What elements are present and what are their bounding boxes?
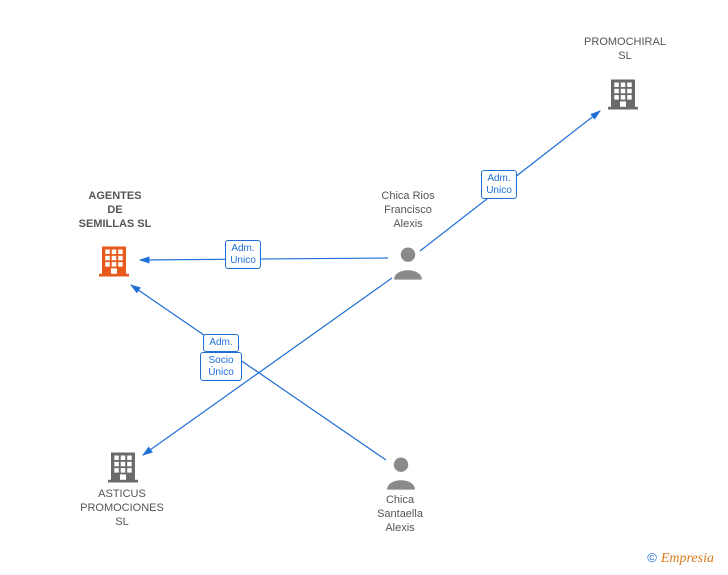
node-label: Chica Rios Francisco Alexis — [353, 190, 463, 231]
company-node[interactable] — [96, 242, 132, 278]
building-icon — [605, 75, 641, 111]
person-icon — [384, 455, 418, 491]
edge-line — [143, 278, 392, 455]
node-label: AGENTES DE SEMILLAS SL — [45, 190, 185, 231]
edge-label: Socio Único — [200, 352, 242, 381]
building-icon — [105, 448, 141, 484]
person-node[interactable] — [391, 245, 425, 281]
edge-line — [131, 285, 386, 460]
edge-label: Adm. — [203, 334, 239, 352]
node-label: PROMOCHIRAL SL — [560, 36, 690, 64]
person-icon — [391, 245, 425, 281]
building-icon — [96, 242, 132, 278]
watermark-brand: Empresia — [661, 551, 714, 566]
company-node[interactable] — [105, 448, 141, 484]
watermark: © Empresia — [647, 550, 714, 567]
node-label: ASTICUS PROMOCIONES SL — [62, 488, 182, 529]
company-node[interactable] — [605, 75, 641, 111]
node-label: Chica Santaella Alexis — [350, 494, 450, 535]
person-node[interactable] — [384, 455, 418, 491]
network-diagram: AGENTES DE SEMILLAS SL PROMOCHIRAL SL AS… — [0, 0, 728, 575]
edge-label: Adm. Unico — [225, 240, 261, 269]
edge-line — [140, 258, 388, 260]
copyright-symbol: © — [647, 550, 657, 565]
edge-label: Adm. Unico — [481, 170, 517, 199]
